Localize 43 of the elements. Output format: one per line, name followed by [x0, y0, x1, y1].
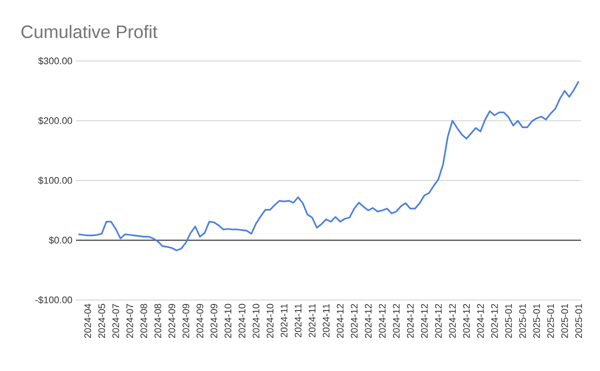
x-tick-label: 2024-10 [238, 304, 246, 338]
x-tick-label: 2024-09 [210, 304, 218, 338]
x-tick-label: 2024-12 [406, 304, 414, 338]
x-tick-label: 2024-09 [168, 304, 176, 338]
x-tick-label: 2025-01 [533, 304, 540, 338]
x-tick-label: 2025-01 [561, 304, 568, 338]
x-tick-label: 2024-11 [308, 304, 316, 338]
x-tick-label: 2024-12 [491, 304, 498, 338]
x-tick-label: 2024-05 [98, 304, 106, 338]
x-tick-label: 2024-12 [392, 304, 400, 338]
chart-title: Cumulative Profit [21, 24, 158, 38]
x-tick-label: 2024-10 [266, 304, 274, 338]
x-tick-label: 2024-11 [322, 304, 330, 338]
x-tick-label: 2024-10 [252, 304, 260, 338]
x-tick-label: 2024-12 [449, 304, 456, 338]
x-tick-label: 2024-09 [182, 304, 190, 338]
y-tick-label: $300.00 [38, 57, 72, 65]
y-tick-label: $200.00 [38, 116, 72, 125]
x-tick-label: 2024-07 [126, 304, 134, 338]
x-tick-label: 2025-01 [575, 304, 582, 338]
y-tick-label: $0.00 [48, 236, 72, 244]
x-tick-label: 2024-12 [336, 304, 344, 338]
x-tick-label: 2024-12 [477, 304, 484, 338]
x-tick-label: 2025-01 [547, 304, 554, 338]
x-tick-label: 2025-01 [505, 304, 512, 338]
y-tick-label: $100.00 [38, 176, 72, 184]
x-tick-label: 2024-07 [112, 304, 120, 338]
x-tick-label: 2024-12 [364, 304, 372, 338]
x-tick-label: 2024-08 [140, 304, 148, 338]
x-tick-label: 2024-12 [420, 304, 428, 338]
y-tick-label: -$100.00 [35, 296, 72, 304]
x-tick-label: 2024-11 [280, 304, 288, 338]
x-tick-label: 2025-01 [519, 304, 526, 338]
x-tick-label: 2024-12 [435, 304, 442, 338]
x-tick-label: 2024-09 [196, 304, 204, 338]
x-tick-label: 2024-12 [463, 304, 470, 338]
x-tick-label: 2024-12 [378, 304, 386, 338]
x-tick-label: 2024-10 [224, 304, 232, 338]
x-tick-label: 2024-12 [350, 304, 358, 338]
x-tick-label: 2024-08 [154, 304, 162, 338]
x-tick-label: 2024-11 [294, 304, 302, 338]
x-tick-label: 2024-04 [84, 304, 92, 338]
line-series [78, 80, 580, 252]
